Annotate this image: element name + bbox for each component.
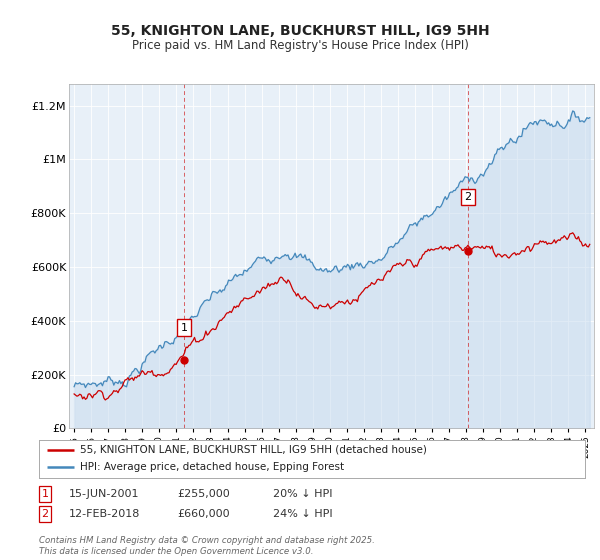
Text: 2: 2 (464, 192, 472, 202)
Text: 1: 1 (41, 489, 49, 499)
Text: Price paid vs. HM Land Registry's House Price Index (HPI): Price paid vs. HM Land Registry's House … (131, 39, 469, 53)
Text: 15-JUN-2001: 15-JUN-2001 (69, 489, 139, 499)
Text: £660,000: £660,000 (177, 509, 230, 519)
Text: 24% ↓ HPI: 24% ↓ HPI (273, 509, 332, 519)
Text: Contains HM Land Registry data © Crown copyright and database right 2025.
This d: Contains HM Land Registry data © Crown c… (39, 536, 375, 556)
Text: 12-FEB-2018: 12-FEB-2018 (69, 509, 140, 519)
Text: 2: 2 (41, 509, 49, 519)
Text: HPI: Average price, detached house, Epping Forest: HPI: Average price, detached house, Eppi… (80, 463, 344, 473)
Text: £255,000: £255,000 (177, 489, 230, 499)
Text: 55, KNIGHTON LANE, BUCKHURST HILL, IG9 5HH (detached house): 55, KNIGHTON LANE, BUCKHURST HILL, IG9 5… (80, 445, 427, 455)
Text: 20% ↓ HPI: 20% ↓ HPI (273, 489, 332, 499)
Text: 1: 1 (181, 323, 188, 333)
Text: 55, KNIGHTON LANE, BUCKHURST HILL, IG9 5HH: 55, KNIGHTON LANE, BUCKHURST HILL, IG9 5… (110, 24, 490, 38)
